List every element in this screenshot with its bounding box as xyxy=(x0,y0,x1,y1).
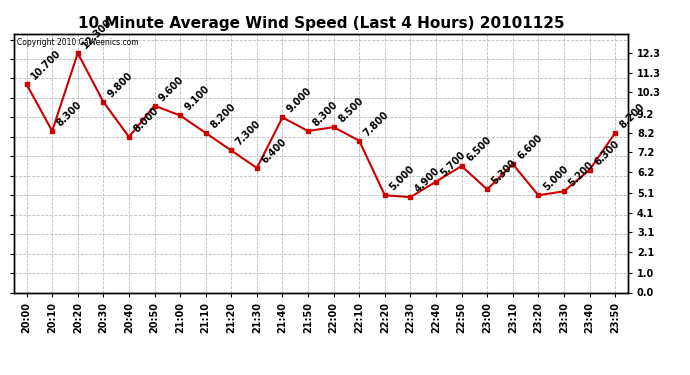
Text: 8.200: 8.200 xyxy=(208,101,237,130)
Text: 9.000: 9.000 xyxy=(285,86,314,115)
Text: 5.300: 5.300 xyxy=(490,158,519,187)
Text: 12.300: 12.300 xyxy=(81,17,114,50)
Text: 5.000: 5.000 xyxy=(541,164,570,192)
Text: 4.900: 4.900 xyxy=(413,166,442,194)
Text: 9.100: 9.100 xyxy=(183,84,212,112)
Text: 8.300: 8.300 xyxy=(55,99,84,128)
Text: 5.200: 5.200 xyxy=(566,160,595,189)
Text: 5.000: 5.000 xyxy=(388,164,416,192)
Text: 8.000: 8.000 xyxy=(132,105,161,134)
Text: 6.400: 6.400 xyxy=(259,136,288,165)
Text: 7.800: 7.800 xyxy=(362,109,391,138)
Text: 10.700: 10.700 xyxy=(30,48,63,81)
Text: 8.500: 8.500 xyxy=(337,96,365,124)
Text: 5.700: 5.700 xyxy=(439,150,468,179)
Text: 7.300: 7.300 xyxy=(234,119,263,148)
Text: 8.300: 8.300 xyxy=(310,99,339,128)
Text: Copyright 2010 CaWeenics.com: Copyright 2010 CaWeenics.com xyxy=(17,38,139,46)
Title: 10 Minute Average Wind Speed (Last 4 Hours) 20101125: 10 Minute Average Wind Speed (Last 4 Hou… xyxy=(77,16,564,31)
Text: 8.200: 8.200 xyxy=(618,101,647,130)
Text: 6.300: 6.300 xyxy=(592,138,621,167)
Text: 6.600: 6.600 xyxy=(515,132,544,161)
Text: 6.500: 6.500 xyxy=(464,135,493,163)
Text: 9.800: 9.800 xyxy=(106,70,135,99)
Text: 9.600: 9.600 xyxy=(157,74,186,103)
